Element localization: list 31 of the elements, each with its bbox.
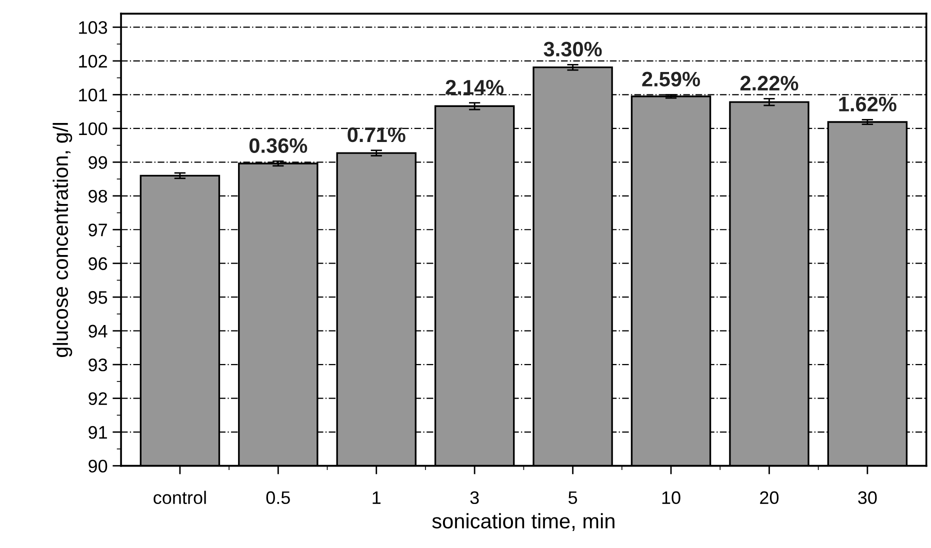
y-tick-label: 93	[88, 358, 108, 372]
x-tick-label: 30	[858, 491, 877, 504]
annotation: 0.36%	[249, 138, 308, 153]
annotation: 2.59%	[642, 72, 700, 87]
y-tick-label: 100	[79, 122, 108, 136]
y-tick-label: 101	[79, 88, 107, 102]
x-axis-title: sonication time, min	[432, 513, 614, 531]
y-tick-label: 92	[88, 392, 107, 406]
y-tick-label: 96	[88, 257, 108, 270]
y-tick-label: 103	[79, 21, 108, 34]
y-axis-title: glucose concentration, g/l	[52, 123, 72, 357]
x-tick-label: control	[154, 490, 206, 504]
annotation: 1.62%	[839, 96, 896, 112]
y-tick-label: 91	[88, 426, 107, 439]
x-tick-label: 3	[470, 491, 479, 504]
y-tick-label: 94	[88, 324, 108, 338]
y-tick-label: 90	[88, 460, 108, 473]
annotation: 2.22%	[740, 76, 798, 91]
x-tick-label: 0.5	[266, 491, 290, 504]
y-tick-label: 98	[88, 190, 108, 203]
x-tick-label: 10	[662, 491, 680, 504]
y-tick-label: 95	[88, 291, 108, 304]
x-tick-label: 20	[760, 491, 779, 504]
y-tick-label: 102	[79, 54, 107, 68]
y-tick-label: 99	[88, 156, 107, 169]
annotation: 3.30%	[544, 42, 602, 57]
x-tick-label: 5	[568, 491, 578, 504]
annotation: 0.71%	[348, 127, 406, 142]
y-tick-label: 97	[88, 224, 107, 236]
x-tick-label: 1	[372, 491, 381, 504]
annotation: 2.14%	[446, 80, 504, 95]
